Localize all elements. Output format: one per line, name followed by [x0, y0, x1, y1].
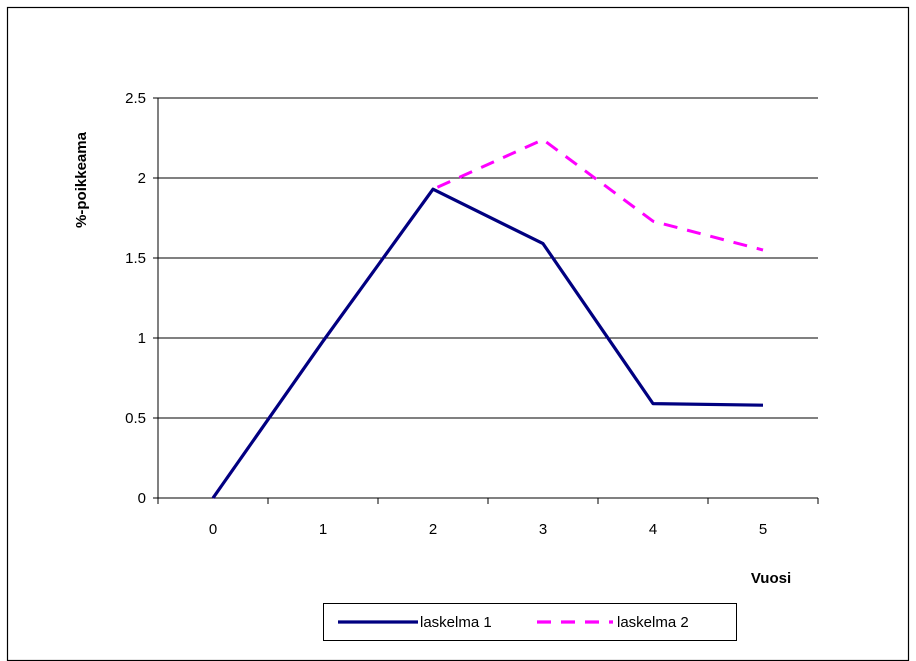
y-tick-label: 0 — [138, 490, 146, 507]
y-tick-label: 1 — [138, 330, 146, 347]
x-axis-title: Vuosi — [751, 570, 791, 587]
legend: laskelma 1 laskelma 2 — [323, 603, 737, 641]
series-line-laskelma-2 — [211, 138, 764, 499]
y-tick-label: 2 — [138, 170, 146, 187]
axes — [153, 97, 819, 504]
x-tick-label: 1 — [319, 521, 327, 538]
x-axis-tick-labels: 0 1 2 3 4 5 — [209, 521, 767, 538]
y-tick-label: 1.5 — [125, 250, 146, 267]
x-tick-label: 3 — [539, 521, 547, 538]
x-tick-label: 5 — [759, 521, 767, 538]
x-tick-label: 4 — [649, 521, 657, 538]
x-tick-label: 0 — [209, 521, 217, 538]
y-tick-label: 0.5 — [125, 410, 146, 427]
y-tick-label: 2.5 — [125, 90, 146, 107]
x-tick-label: 2 — [429, 521, 437, 538]
series-lines — [211, 138, 764, 499]
y-axis-title: %-poikkeama — [73, 131, 90, 228]
y-axis-tick-labels: 0 0.5 1 1.5 2 2.5 — [125, 90, 146, 507]
legend-label-laskelma-1: laskelma 1 — [420, 614, 492, 631]
legend-label-laskelma-2: laskelma 2 — [617, 614, 689, 631]
series-line-laskelma-1 — [211, 187, 764, 499]
